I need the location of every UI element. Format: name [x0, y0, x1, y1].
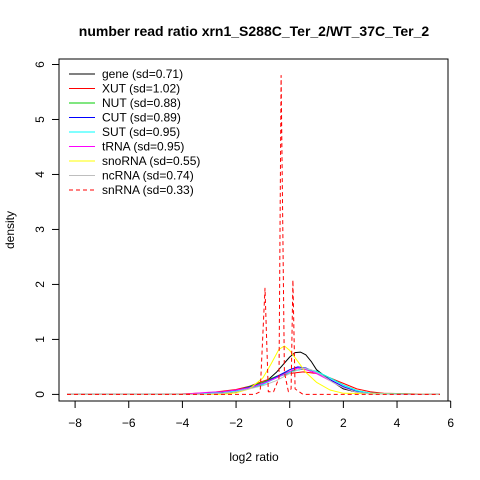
x-tick-label: −2: [229, 416, 243, 430]
legend-label: tRNA (sd=0.95): [102, 140, 184, 154]
axes: −8 −6 −4 −2 0 2 4 6 0 1 2 3 4 5 6: [33, 61, 454, 430]
series-line-5: [67, 368, 441, 395]
x-tick-label: −4: [176, 416, 190, 430]
y-tick-label: 6: [33, 61, 47, 68]
legend-label: gene (sd=0.71): [102, 67, 183, 81]
series-line-4: [67, 366, 441, 395]
legend-label: XUT (sd=1.02): [102, 82, 180, 96]
series-line-8: [67, 367, 441, 395]
y-tick-label: 0: [33, 391, 47, 398]
y-tick-label: 5: [33, 116, 47, 123]
legend: gene (sd=0.71)XUT (sd=1.02)NUT (sd=0.88)…: [69, 67, 200, 197]
x-tick-label: 2: [340, 416, 347, 430]
legend-label: snoRNA (sd=0.55): [102, 154, 200, 168]
x-axis-label: log2 ratio: [229, 450, 279, 464]
x-tick-label: 6: [447, 416, 454, 430]
y-tick-label: 4: [33, 171, 47, 178]
y-tick-label: 2: [33, 281, 47, 288]
series-line-2: [67, 371, 441, 395]
legend-label: snRNA (sd=0.33): [102, 183, 194, 197]
series-line-7: [67, 345, 441, 395]
series-line-3: [67, 368, 441, 395]
legend-label: SUT (sd=0.95): [102, 125, 180, 139]
x-tick-label: −6: [122, 416, 136, 430]
series-line-6: [67, 367, 441, 395]
legend-label: ncRNA (sd=0.74): [102, 169, 194, 183]
series-line-9: [67, 75, 440, 395]
x-tick-label: 0: [286, 416, 293, 430]
x-tick-label: 4: [394, 416, 401, 430]
y-axis-label: density: [3, 211, 17, 249]
legend-label: CUT (sd=0.89): [102, 111, 181, 125]
x-tick-label: −8: [68, 416, 82, 430]
legend-label: NUT (sd=0.88): [102, 96, 181, 110]
chart-title: number read ratio xrn1_S288C_Ter_2/WT_37…: [79, 23, 430, 39]
y-tick-label: 1: [33, 336, 47, 343]
y-tick-label: 3: [33, 226, 47, 233]
series-group: [67, 75, 441, 395]
